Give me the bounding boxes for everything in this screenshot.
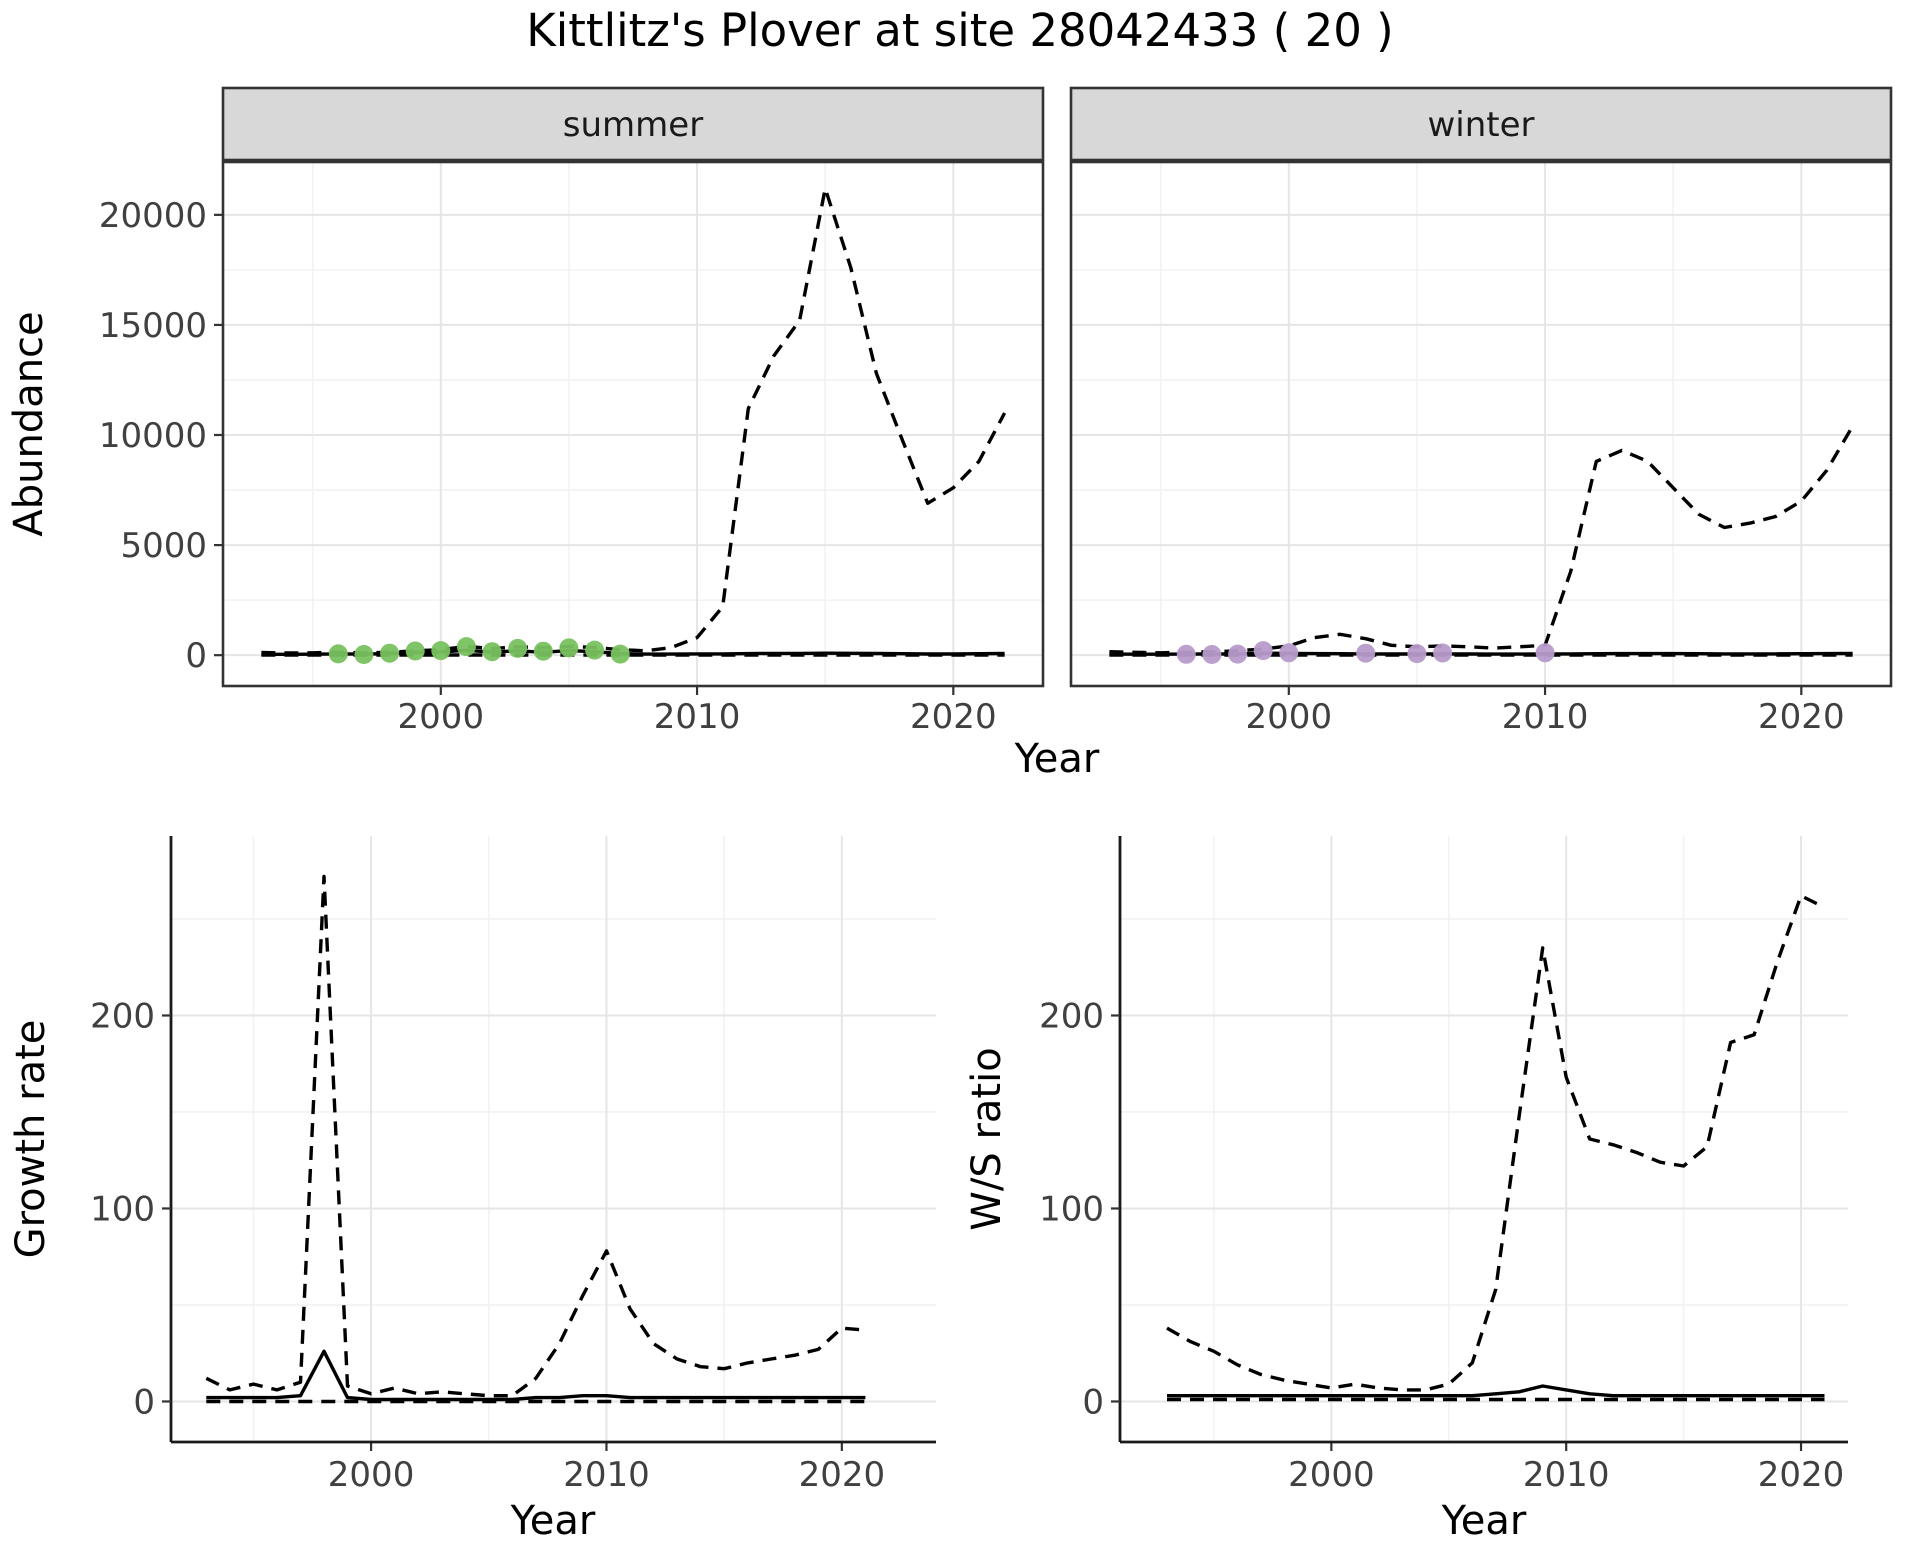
series-upper-ci — [1166, 894, 1826, 1392]
facet-strip-label: summer — [563, 105, 703, 145]
x-tick-label: 2000 — [328, 1455, 415, 1495]
series-upper-ci — [205, 874, 866, 1398]
observation-point-summer — [456, 637, 476, 657]
x-axis-title: Year — [1014, 736, 1100, 782]
panel-border — [221, 160, 1045, 688]
panel-border — [1069, 160, 1893, 688]
observation-point-winter — [1433, 643, 1453, 663]
y-axis-title: W/S ratio — [964, 1047, 1010, 1230]
y-tick-label: 5000 — [120, 526, 207, 566]
y-axis-title: Abundance — [6, 311, 52, 536]
x-tick-label: 2020 — [1758, 697, 1845, 737]
observation-point-winter — [1535, 643, 1555, 663]
observation-point-summer — [405, 641, 425, 661]
x-tick-label: 2010 — [1523, 1455, 1610, 1495]
x-tick-label: 2020 — [1758, 1455, 1845, 1495]
observation-point-winter — [1279, 643, 1299, 663]
facet-strip — [221, 86, 1045, 162]
observation-point-winter — [1202, 645, 1222, 664]
observation-point-summer — [559, 638, 579, 658]
panel-bg-winter — [1071, 162, 1891, 686]
observation-point-summer — [354, 645, 374, 664]
observation-point-summer — [482, 642, 502, 662]
x-axis-title: Year — [510, 1498, 596, 1544]
series-estimate — [1167, 1384, 1825, 1398]
observation-point-summer — [533, 641, 553, 661]
panel-bg-summer — [223, 162, 1043, 686]
facet-strip-label: winter — [1427, 105, 1534, 145]
x-tick-label: 2020 — [799, 1455, 886, 1495]
observation-point-summer — [328, 644, 348, 664]
series-estimate — [206, 1349, 866, 1402]
figure-title: Kittlitz's Plover at site 28042433 ( 20 … — [526, 4, 1394, 57]
y-tick-label: 0 — [133, 1382, 155, 1422]
observation-point-summer — [610, 644, 630, 664]
y-tick-label: 0 — [1082, 1382, 1104, 1422]
x-tick-label: 2020 — [910, 697, 997, 737]
x-axis-title: Year — [1441, 1498, 1527, 1544]
observation-point-winter — [1253, 641, 1273, 661]
x-tick-label: 2000 — [1246, 697, 1333, 737]
x-tick-label: 2000 — [1288, 1455, 1375, 1495]
observation-point-summer — [585, 640, 605, 660]
facet-strip — [1069, 86, 1893, 162]
y-tick-label: 100 — [90, 1189, 155, 1229]
observation-point-winter — [1356, 643, 1376, 663]
observation-point-winter — [1228, 644, 1248, 664]
y-tick-label: 200 — [90, 996, 155, 1036]
observation-point-summer — [431, 641, 451, 661]
y-tick-label: 100 — [1039, 1189, 1104, 1229]
observation-point-summer — [508, 638, 528, 658]
y-tick-label: 20000 — [99, 196, 207, 236]
x-tick-label: 2000 — [398, 697, 485, 737]
observation-point-winter — [1176, 644, 1196, 664]
x-tick-label: 2010 — [563, 1455, 650, 1495]
x-tick-label: 2010 — [654, 697, 741, 737]
panel-bg-ws_ratio — [1120, 836, 1848, 1442]
y-axis-title: Growth rate — [8, 1020, 54, 1259]
panel-bg-growth_rate — [171, 836, 936, 1442]
y-tick-label: 0 — [185, 636, 207, 676]
observation-point-winter — [1407, 644, 1427, 664]
y-tick-label: 10000 — [99, 416, 207, 456]
y-tick-label: 15000 — [99, 306, 207, 346]
y-tick-label: 200 — [1039, 996, 1104, 1036]
x-tick-label: 2010 — [1502, 697, 1589, 737]
observation-point-summer — [380, 643, 400, 663]
